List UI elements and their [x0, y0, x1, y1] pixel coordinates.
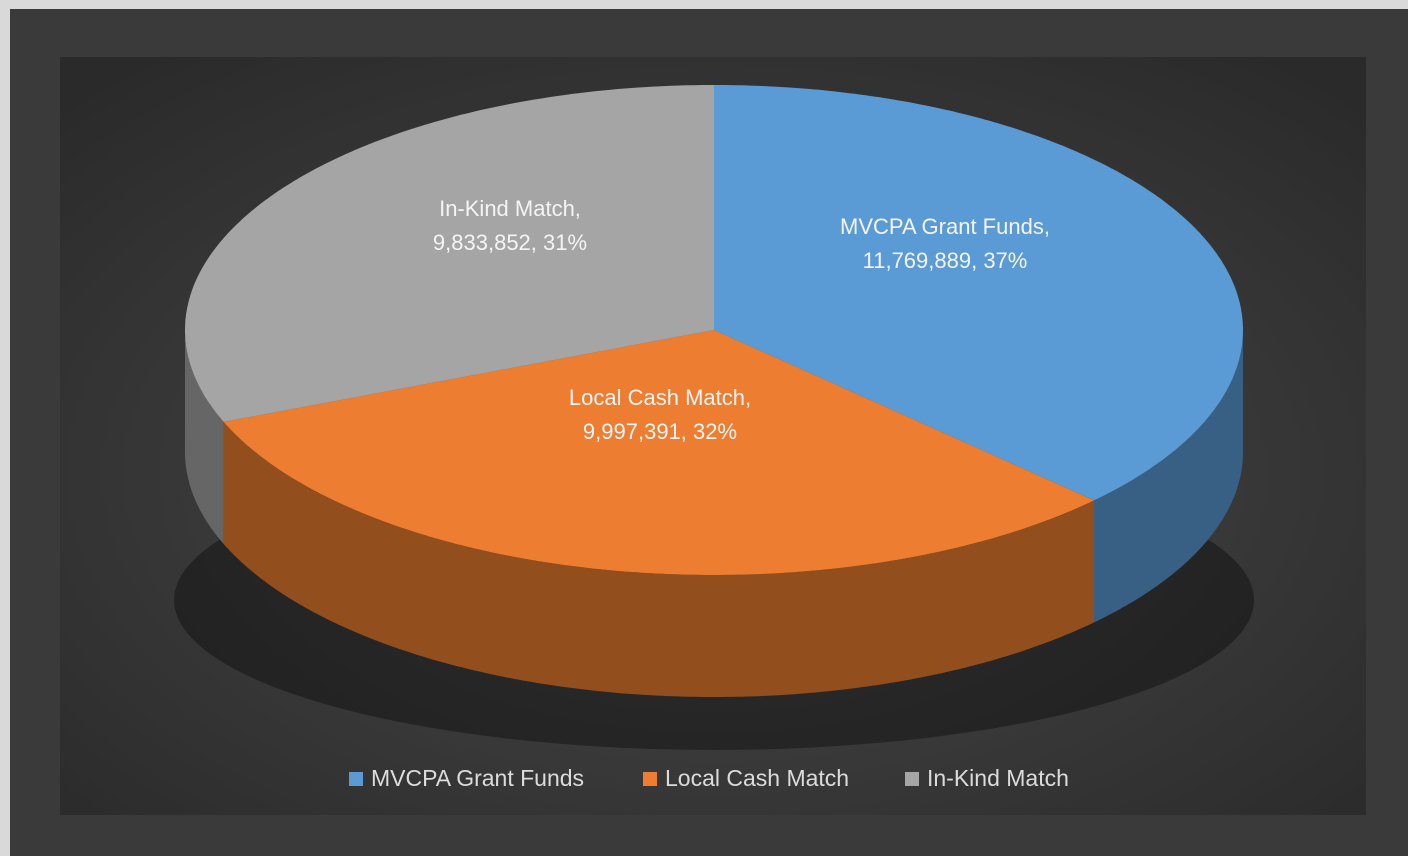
pie-side [1094, 330, 1243, 623]
data-label: In-Kind Match, [439, 196, 581, 221]
data-label: Local Cash Match, [569, 385, 751, 410]
top-border [0, 0, 1408, 9]
data-label: 11,769,889, 37% [863, 248, 1028, 273]
pie-side [185, 330, 224, 544]
left-border [0, 0, 10, 856]
data-label: 9,997,391, 32% [583, 419, 737, 444]
legend-swatch [349, 772, 363, 786]
legend-swatch [643, 772, 657, 786]
legend-swatch [905, 772, 919, 786]
legend-label: In-Kind Match [927, 765, 1069, 791]
legend-label: Local Cash Match [665, 765, 849, 791]
pie-side [223, 421, 1095, 697]
pie-slice [185, 85, 714, 422]
data-label: MVCPA Grant Funds, [840, 214, 1050, 239]
legend-label: MVCPA Grant Funds [371, 765, 584, 791]
pie-slice [223, 330, 1095, 575]
data-label: 9,833,852, 31% [433, 230, 587, 255]
pie-slice [714, 85, 1243, 501]
